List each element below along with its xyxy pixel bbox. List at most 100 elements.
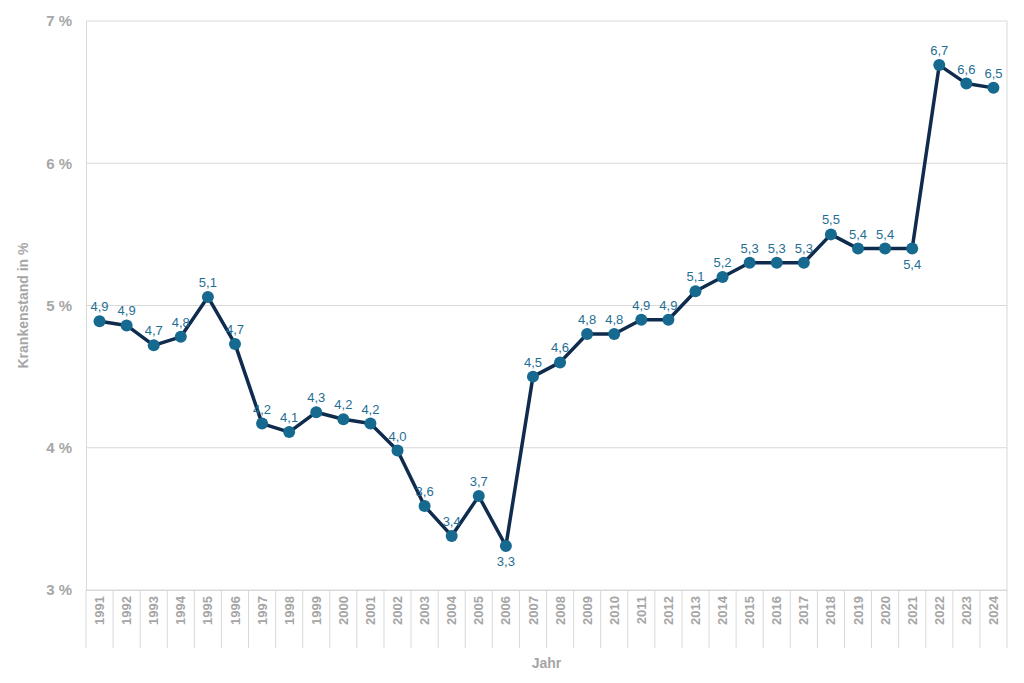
x-separator	[681, 590, 682, 648]
x-tick-label: 2015	[742, 596, 757, 625]
x-tick-label: 1994	[173, 595, 188, 625]
data-label: 4,9	[118, 303, 136, 318]
marker	[527, 371, 539, 383]
x-tick: 2009	[580, 590, 595, 625]
marker	[960, 78, 972, 90]
data-label: 5,5	[822, 212, 840, 227]
data-label: 5,3	[768, 241, 786, 256]
x-tick: 2010	[607, 590, 622, 625]
x-tick: 2013	[688, 590, 703, 625]
x-tick: 2019	[851, 590, 866, 625]
x-tick-label: 2013	[688, 596, 703, 625]
y-tick-label: 6 %	[46, 155, 72, 172]
x-tick: 2005	[471, 590, 486, 625]
data-label: 5,2	[714, 255, 732, 270]
data-label: 4,9	[91, 299, 109, 314]
y-tick-label: 4 %	[46, 439, 72, 456]
x-separator	[438, 590, 439, 648]
y-tick: 7 %	[46, 12, 86, 29]
x-tick: 2003	[417, 590, 432, 625]
data-label: 4,2	[253, 402, 271, 417]
x-tick-label: 2010	[607, 596, 622, 625]
data-label: 4,0	[388, 429, 406, 444]
data-label: 4,5	[524, 355, 542, 370]
x-tick: 2002	[390, 590, 405, 625]
data-label: 5,4	[849, 227, 867, 242]
marker	[744, 257, 756, 269]
x-tick-label: 2022	[932, 596, 947, 625]
x-separator	[627, 590, 628, 648]
x-tick: 1997	[255, 590, 270, 625]
marker	[635, 314, 647, 326]
marker	[798, 257, 810, 269]
marker	[446, 530, 458, 542]
data-label: 4,8	[172, 315, 190, 330]
x-tick-label: 1995	[200, 596, 215, 625]
x-separator	[113, 590, 114, 648]
marker	[987, 82, 999, 94]
x-separator	[844, 590, 845, 648]
data-label: 3,4	[443, 514, 461, 529]
grid-line	[86, 305, 1007, 306]
marker	[229, 338, 241, 350]
data-label: 6,5	[984, 66, 1002, 81]
x-tick-label: 2006	[498, 596, 513, 625]
marker	[94, 315, 106, 327]
x-tick: 2014	[715, 590, 730, 625]
x-tick-label: 1993	[146, 596, 161, 625]
data-label: 4,8	[605, 312, 623, 327]
x-tick-label: 2007	[526, 596, 541, 625]
marker	[933, 59, 945, 71]
x-tick: 2006	[498, 590, 513, 625]
x-separator	[275, 590, 276, 648]
y-tick: 6 %	[46, 155, 86, 172]
marker	[879, 243, 891, 255]
x-separator	[167, 590, 168, 648]
x-tick-label: 2020	[878, 596, 893, 625]
y-tick-label: 5 %	[46, 297, 72, 314]
x-separator	[600, 590, 601, 648]
marker	[337, 413, 349, 425]
y-axis-line	[86, 22, 87, 591]
x-tick: 2001	[363, 590, 378, 625]
x-tick: 2012	[661, 590, 676, 625]
data-label: 4,9	[632, 298, 650, 313]
x-tick-label: 2004	[444, 595, 459, 625]
x-tick: 1992	[119, 590, 134, 625]
x-separator	[952, 590, 953, 648]
x-separator	[898, 590, 899, 648]
grid-line	[86, 163, 1007, 164]
y-tick-label: 3 %	[46, 581, 72, 598]
x-separator	[140, 590, 141, 648]
x-tick: 1995	[200, 590, 215, 625]
x-separator	[1007, 590, 1008, 648]
marker	[392, 445, 404, 457]
x-tick: 2024	[986, 590, 1001, 625]
data-label: 4,6	[551, 340, 569, 355]
grid-line	[86, 21, 1007, 22]
marker	[175, 331, 187, 343]
data-label: 5,3	[741, 241, 759, 256]
x-tick-label: 2021	[905, 596, 920, 625]
x-tick-label: 2018	[823, 596, 838, 625]
y-tick-label: 7 %	[46, 12, 72, 29]
x-separator	[763, 590, 764, 648]
data-label: 4,9	[659, 298, 677, 313]
x-tick-label: 2014	[715, 595, 730, 625]
x-separator	[465, 590, 466, 648]
x-tick-label: 1998	[282, 596, 297, 625]
x-tick-label: 2016	[769, 596, 784, 625]
x-separators	[86, 590, 1007, 648]
x-separator	[979, 590, 980, 648]
y-tick: 3 %	[46, 581, 86, 598]
x-tick-label: 2005	[471, 596, 486, 625]
x-separator	[790, 590, 791, 648]
line	[100, 65, 994, 546]
marker	[554, 356, 566, 368]
data-label: 5,4	[903, 257, 921, 272]
marker	[906, 243, 918, 255]
data-label: 4,2	[361, 402, 379, 417]
x-tick-label: 1997	[255, 596, 270, 625]
marker	[148, 339, 160, 351]
marker	[256, 418, 268, 430]
